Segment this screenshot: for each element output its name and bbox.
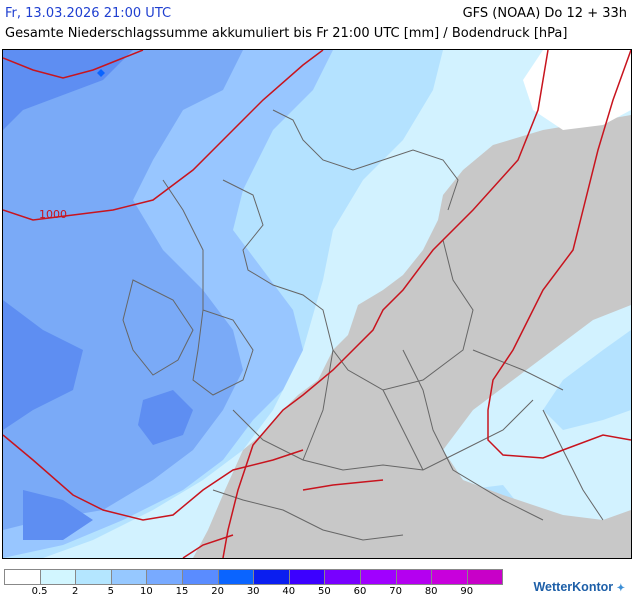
- brand-logo[interactable]: WetterKontor ✦: [533, 580, 625, 594]
- isobars: [3, 50, 631, 558]
- legend-tick-label: 0.5: [31, 586, 48, 597]
- legend-swatch: [39, 569, 76, 585]
- precipitation-map[interactable]: 1000: [2, 49, 632, 559]
- legend-tick-label: 10: [140, 586, 153, 597]
- legend-tick-label: 20: [211, 586, 224, 597]
- precip-legend: [4, 569, 504, 585]
- legend-swatch: [324, 569, 360, 585]
- legend-swatch: [253, 569, 289, 585]
- country-borders: [122, 109, 604, 541]
- legend-tick-label: 90: [460, 586, 474, 597]
- precip-area-east: [443, 330, 631, 530]
- isobar-label: 1000: [39, 208, 67, 221]
- legend-tick-label: 40: [282, 586, 296, 597]
- no-precip-area: [193, 115, 631, 558]
- legend-tick-label: 30: [246, 586, 260, 597]
- legend-tick-label: 5: [107, 586, 114, 597]
- brand-mark-icon: ✦: [616, 583, 625, 594]
- legend-swatch: [4, 569, 40, 585]
- precip-max-marker: [97, 69, 105, 77]
- model-run: GFS (NOAA) Do 12 + 33h: [462, 6, 627, 21]
- legend-swatch: [466, 569, 504, 585]
- legend-swatch: [359, 569, 396, 585]
- legend-swatch: [146, 569, 182, 585]
- brand-name: WetterKontor: [533, 580, 614, 594]
- legend-tick-label: 80: [424, 586, 438, 597]
- map-subtitle: Gesamte Niederschlagssumme akkumuliert b…: [5, 26, 568, 41]
- valid-time: Fr, 13.03.2026 21:00 UTC: [5, 6, 172, 21]
- legend-tick-label: 50: [318, 586, 331, 597]
- legend-swatch: [288, 569, 325, 585]
- legend-tick-label: 15: [175, 586, 189, 597]
- legend-swatch: [431, 569, 467, 585]
- precip-legend-labels: 0.5 2 5 10 15 20 30 40 50 60 70 80 90: [4, 586, 500, 600]
- map-canvas: 1000: [3, 50, 631, 558]
- legend-swatch: [75, 569, 111, 585]
- legend-swatch: [395, 569, 432, 585]
- legend-swatch: [110, 569, 147, 585]
- legend-tick-label: 70: [389, 586, 402, 597]
- legend-swatch: [217, 569, 254, 585]
- legend-swatch: [181, 569, 218, 585]
- legend-tick-label: 2: [72, 586, 79, 597]
- precip-area-20mm: [3, 50, 193, 540]
- legend-tick-label: 60: [353, 586, 367, 597]
- no-data-area: [523, 50, 631, 130]
